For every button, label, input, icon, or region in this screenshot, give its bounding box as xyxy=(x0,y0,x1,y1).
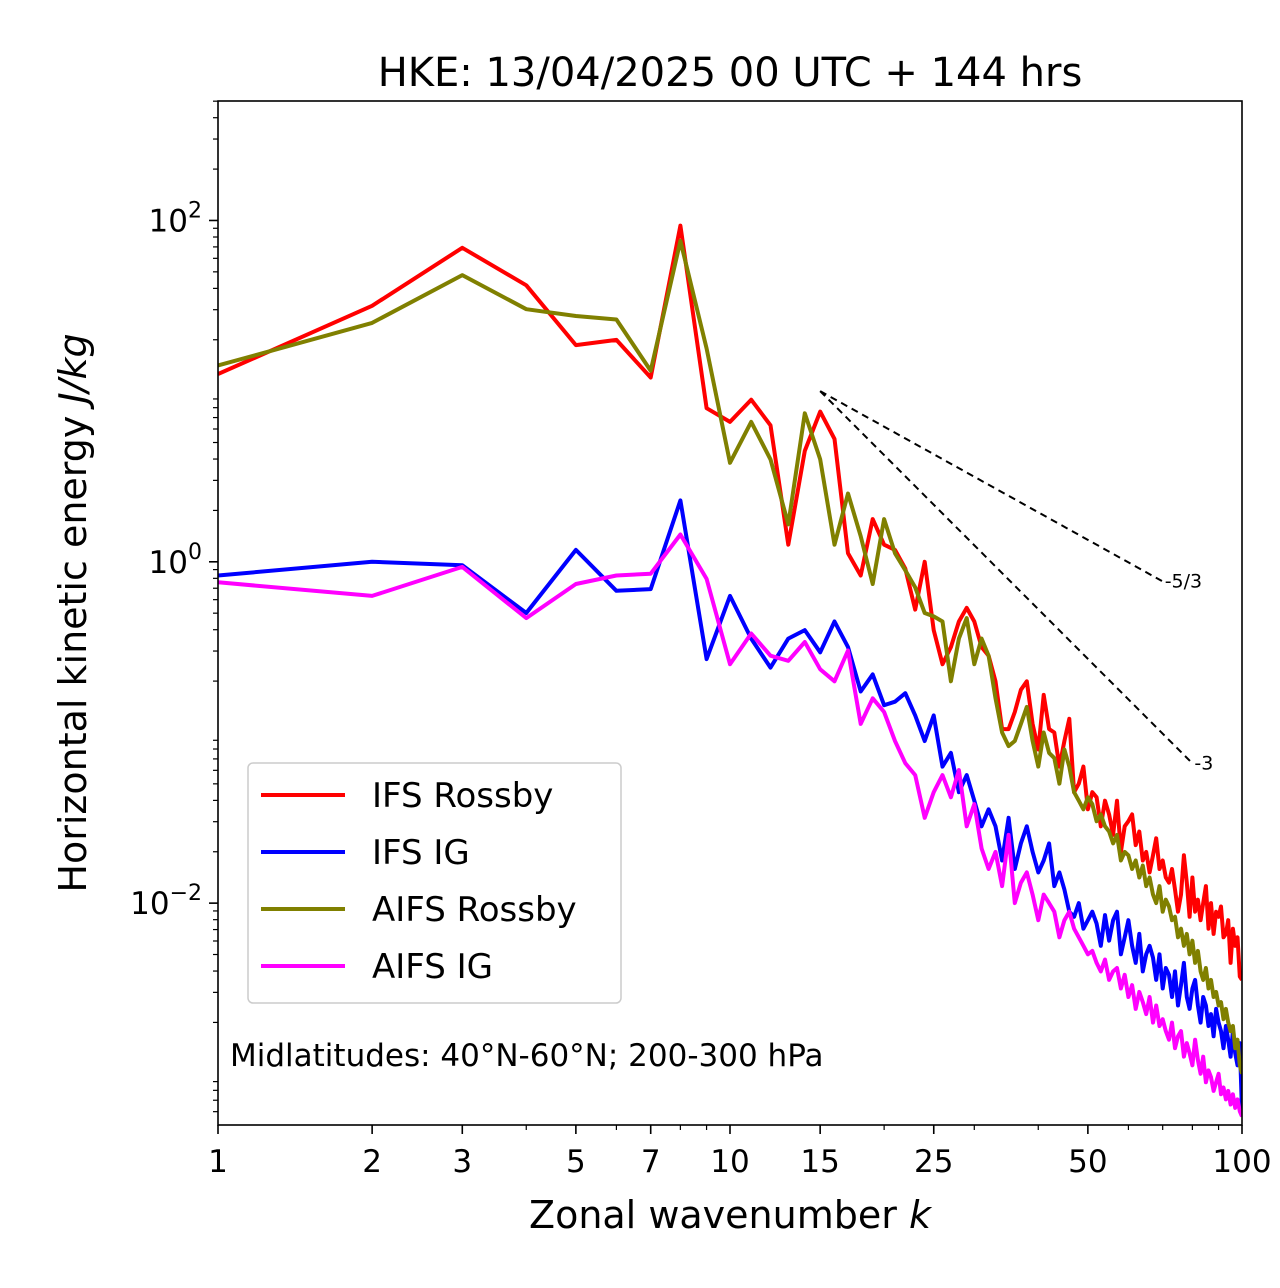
series-line-aifs-rossby xyxy=(218,238,1242,1075)
y-axis-label-var: J/kg xyxy=(51,333,95,410)
x-tick-label: 2 xyxy=(362,1144,382,1180)
y-tick-label: 102 xyxy=(149,198,202,239)
x-axis: 1 2 3 5 7 10 15 25 50 100 xyxy=(208,1125,1272,1180)
x-tick-label: 3 xyxy=(452,1144,472,1180)
x-tick-label: 7 xyxy=(641,1144,661,1180)
y-axis-label-text: Horizontal kinetic energy xyxy=(51,404,95,893)
reference-slope-label: -5/3 xyxy=(1165,570,1202,592)
legend-label: IFS Rossby xyxy=(372,776,553,816)
reference-slope-line xyxy=(819,390,1164,583)
x-axis-label-var: k xyxy=(909,1193,933,1237)
x-tick-label: 15 xyxy=(800,1144,839,1180)
reference-slope-line xyxy=(819,390,1194,765)
series-line-aifs-ig xyxy=(218,532,1242,1118)
series-layer xyxy=(218,223,1242,1118)
legend-label: AIFS IG xyxy=(372,947,493,987)
legend-box xyxy=(247,762,622,1004)
y-tick-label: 10−2 xyxy=(130,881,202,922)
legend: IFS Rossby IFS IG AIFS Rossby AIFS IG xyxy=(247,762,622,1004)
reference-slope-label: -3 xyxy=(1194,752,1213,774)
y-axis: 102 100 10−2 xyxy=(130,100,218,1113)
x-tick-label: 1 xyxy=(208,1144,228,1180)
x-axis-label: Zonal wavenumber k xyxy=(529,1193,933,1237)
y-tick-label: 100 xyxy=(149,540,202,581)
reference-slopes: -5/3 -3 xyxy=(819,390,1213,774)
legend-label: IFS IG xyxy=(372,833,470,873)
series-line-ifs-ig xyxy=(218,498,1242,1112)
x-tick-label: 25 xyxy=(914,1144,953,1180)
x-tick-label: 5 xyxy=(566,1144,586,1180)
y-axis-label: Horizontal kinetic energy J/kg xyxy=(51,333,95,892)
legend-label: AIFS Rossby xyxy=(372,890,577,930)
region-annotation: Midlatitudes: 40°N-60°N; 200-300 hPa xyxy=(230,1038,824,1074)
x-tick-label: 50 xyxy=(1068,1144,1107,1180)
x-tick-label: 100 xyxy=(1212,1144,1271,1180)
chart-title: HKE: 13/04/2025 00 UTC + 144 hrs xyxy=(378,50,1083,96)
x-axis-label-text: Zonal wavenumber xyxy=(529,1193,909,1237)
x-tick-label: 10 xyxy=(710,1144,749,1180)
